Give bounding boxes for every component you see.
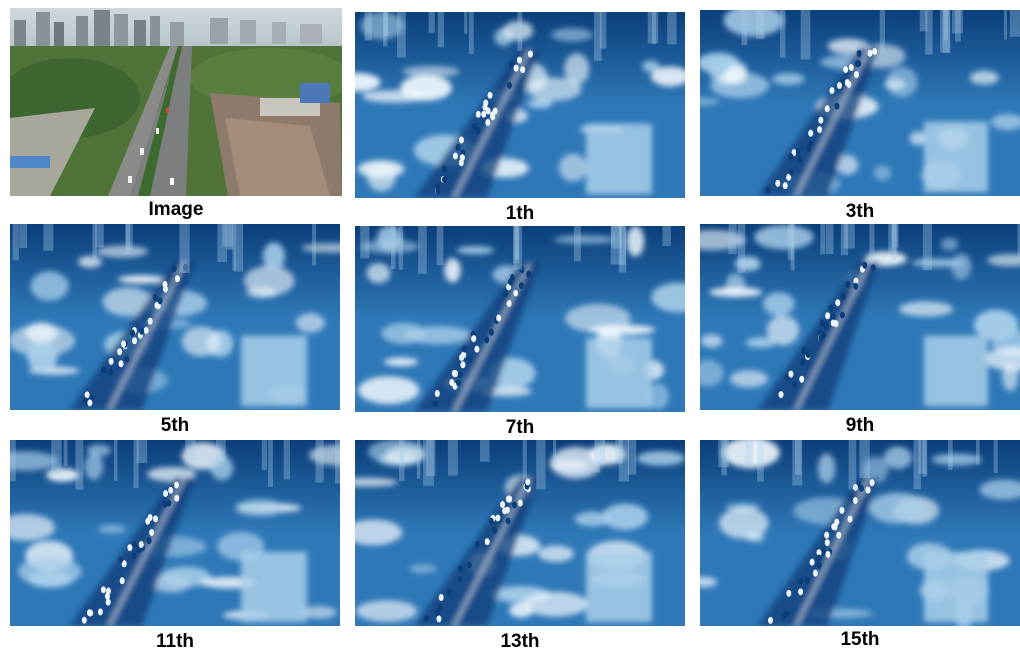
attention-heatmap-image	[700, 224, 1020, 410]
heatmap-panel	[700, 10, 1020, 196]
attention-heatmap-image	[10, 440, 340, 626]
heatmap-panel	[355, 226, 685, 412]
attention-heatmap-image	[355, 12, 685, 198]
panel-caption: 15th	[840, 629, 880, 650]
attention-heatmap-image	[355, 440, 685, 626]
attention-heatmap-image	[700, 440, 1020, 626]
panel-caption: Image	[148, 199, 204, 220]
input-image-panel	[10, 8, 342, 196]
panel-caption: 7th	[505, 417, 535, 438]
panel-caption: 3th	[845, 201, 875, 222]
heatmap-panel	[700, 440, 1020, 626]
aerial-city-photo	[10, 8, 342, 196]
heatmap-panel	[700, 224, 1020, 410]
panel-caption: 13th	[500, 631, 540, 652]
panel-caption: 11th	[155, 631, 195, 652]
panel-caption: 9th	[845, 415, 875, 436]
heatmap-panel	[355, 440, 685, 626]
attention-heatmap-image	[700, 10, 1020, 196]
heatmap-panel	[10, 440, 340, 626]
attention-heatmap-image	[10, 224, 340, 410]
panel-caption: 5th	[160, 415, 190, 436]
attention-heatmap-image	[355, 226, 685, 412]
panel-caption: 1th	[505, 203, 535, 224]
heatmap-panel	[355, 12, 685, 198]
heatmap-panel	[10, 224, 340, 410]
